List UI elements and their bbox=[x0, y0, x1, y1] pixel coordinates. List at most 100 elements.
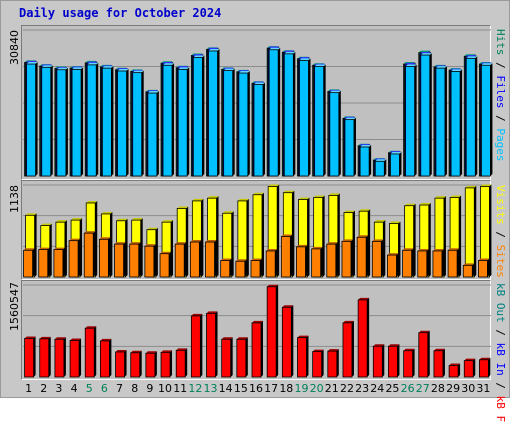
sites-bar-top bbox=[448, 248, 460, 251]
kbf-bar-top bbox=[100, 338, 112, 341]
sites-bar-top bbox=[311, 246, 323, 249]
kbf-bar-side bbox=[63, 337, 66, 377]
kbytes-ymax-label: 1560547 bbox=[8, 282, 21, 331]
kbf-bar-side bbox=[261, 320, 263, 377]
pages-bar-side bbox=[156, 91, 159, 176]
pages-bar-side bbox=[369, 144, 372, 176]
legend-item: Pages bbox=[494, 128, 507, 162]
sites-bar bbox=[296, 246, 306, 278]
x-tick-label: 27 bbox=[415, 382, 430, 395]
visits-bar-side bbox=[64, 220, 67, 277]
kbf-bar-top bbox=[252, 320, 263, 323]
sites-bar bbox=[356, 236, 367, 278]
sites-bar-side bbox=[138, 242, 141, 277]
kbf-bar-side bbox=[109, 338, 112, 377]
kbytes-panel bbox=[21, 280, 491, 380]
legend-item: kB Out bbox=[494, 283, 507, 323]
kbf-bar bbox=[24, 338, 34, 378]
sites-bar-top bbox=[205, 240, 217, 243]
pages-bar-top bbox=[87, 62, 99, 65]
x-tick-label: 20 bbox=[309, 382, 324, 395]
visits-bar-side bbox=[443, 196, 446, 277]
kbf-bar-side bbox=[48, 336, 51, 377]
kbf-bar-top bbox=[85, 326, 97, 329]
kbf-bar bbox=[448, 365, 459, 378]
kbf-bar bbox=[372, 345, 383, 378]
kbf-bar-top bbox=[145, 351, 157, 354]
sites-bar-side bbox=[441, 248, 444, 277]
legend-item: Files bbox=[494, 75, 507, 109]
kbf-bar-top bbox=[373, 344, 385, 347]
sites-bar-top bbox=[175, 242, 187, 245]
sites-bar bbox=[462, 264, 473, 278]
pages-bar bbox=[86, 64, 97, 177]
sites-bar-top bbox=[69, 238, 81, 241]
sites-bar-side bbox=[78, 238, 81, 277]
sites-bar-side bbox=[457, 248, 460, 277]
sites-bar-side bbox=[350, 239, 353, 277]
x-tick-label: 24 bbox=[370, 382, 385, 395]
pages-bar-top bbox=[405, 64, 417, 67]
pages-bar-top bbox=[238, 71, 250, 74]
pages-bar-top bbox=[390, 151, 402, 154]
visits-bar-side bbox=[489, 184, 492, 277]
x-tick-label: 12 bbox=[188, 382, 203, 395]
visits-bar-top bbox=[177, 206, 189, 209]
pages-bar-side bbox=[490, 63, 493, 177]
chart-title: Daily usage for October 2024 bbox=[19, 6, 222, 20]
kbf-bar-top bbox=[24, 336, 36, 339]
sites-bar bbox=[235, 260, 246, 278]
visits-bar-top bbox=[162, 220, 174, 223]
visits-bar-top bbox=[25, 213, 37, 216]
x-tick-label: 23 bbox=[355, 382, 370, 395]
visits-bar-top bbox=[465, 185, 477, 188]
kbf-bar-side bbox=[382, 344, 385, 377]
pages-bar-top bbox=[193, 55, 205, 58]
kbf-bar-side bbox=[170, 350, 173, 377]
sites-bar-top bbox=[402, 248, 414, 251]
kbf-bar-side bbox=[412, 348, 415, 377]
kbf-bar bbox=[418, 332, 429, 378]
pages-bar-top bbox=[41, 65, 53, 68]
legend-item: Sites bbox=[494, 244, 507, 278]
x-tick-label: 29 bbox=[446, 382, 461, 395]
pages-bar-top bbox=[344, 117, 356, 120]
kbf-bar-side bbox=[488, 357, 491, 377]
sites-bar-side bbox=[260, 258, 262, 277]
visits-bar-top bbox=[343, 210, 355, 213]
visits-bar-top bbox=[40, 223, 52, 226]
x-tick-label: 7 bbox=[116, 382, 124, 395]
pages-bar-side bbox=[96, 62, 99, 176]
sites-bar-side bbox=[62, 247, 65, 277]
pages-bar bbox=[132, 72, 143, 177]
kbf-bar-top bbox=[388, 344, 400, 347]
kbf-bar-top bbox=[130, 350, 142, 353]
kbf-bar bbox=[130, 352, 141, 378]
kbytes-legend: kB Out / kB In / kB F bbox=[494, 283, 507, 422]
sites-bar-top bbox=[296, 244, 308, 247]
pages-bar bbox=[450, 71, 461, 177]
kbf-bar-side bbox=[154, 351, 157, 377]
sites-bar-side bbox=[335, 242, 338, 277]
visits-bar-top bbox=[404, 203, 416, 206]
pages-bar-side bbox=[384, 159, 387, 176]
visits-bar-side bbox=[474, 185, 477, 277]
visits-ymax-label: 1138 bbox=[8, 185, 21, 213]
kbf-bar-top bbox=[39, 336, 51, 339]
x-tick-label: 2 bbox=[40, 382, 48, 395]
hits-ymax-label: 30840 bbox=[8, 30, 21, 65]
kbf-bar-side bbox=[367, 297, 370, 377]
visits-bar-top bbox=[480, 184, 492, 187]
pages-bar-side bbox=[429, 53, 432, 176]
kbf-bar bbox=[39, 338, 50, 378]
x-tick-label: 16 bbox=[249, 382, 263, 395]
kbf-bar bbox=[54, 338, 65, 378]
kbf-bar bbox=[463, 360, 474, 378]
pages-bar bbox=[208, 50, 218, 177]
sites-bar-side bbox=[487, 258, 490, 277]
pages-bar bbox=[192, 57, 203, 177]
legend-separator: / bbox=[494, 55, 507, 76]
pages-bar-top bbox=[466, 56, 478, 59]
x-tick-label: 30 bbox=[461, 382, 476, 395]
kbf-bar-side bbox=[230, 337, 233, 377]
